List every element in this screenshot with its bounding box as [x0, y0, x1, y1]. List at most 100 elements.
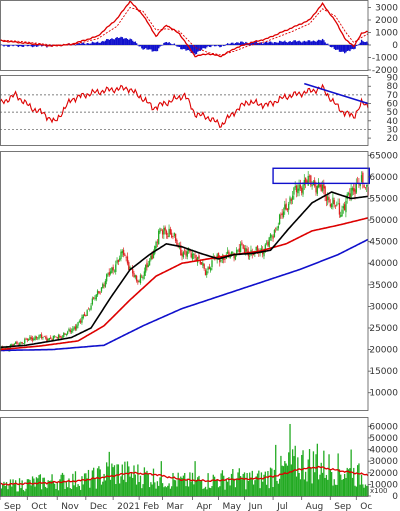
volume-bar [61, 472, 64, 496]
price-tick-label: 65000 [369, 151, 398, 161]
price-candle-body [68, 328, 70, 331]
volume-bar [203, 488, 205, 496]
price-candle-body [277, 226, 279, 229]
volume-bar [221, 470, 224, 496]
price-candle-body [286, 208, 289, 211]
macd-histogram-bar [256, 42, 259, 45]
price-candle-body [42, 337, 44, 339]
price-candle-body [280, 214, 282, 216]
price-candle-body [298, 184, 300, 191]
volume-bar [289, 423, 291, 496]
macd-histogram-bar [236, 42, 238, 45]
volume-bar [311, 483, 313, 496]
macd-histogram-bar [165, 41, 168, 45]
macd-histogram-bar [72, 44, 74, 45]
price-candle-body [320, 184, 322, 191]
volume-bar [184, 472, 186, 496]
price-candle-body [48, 337, 51, 340]
macd-histogram-bar [203, 45, 205, 49]
price-candle-body [219, 258, 221, 263]
price-candle-body [200, 262, 203, 265]
volume-bar [91, 470, 94, 496]
price-tick-label: 35000 [369, 281, 398, 291]
volume-bar [259, 488, 261, 496]
macd-histogram-bar [342, 45, 345, 52]
price-candle-body [208, 266, 211, 270]
price-candle-body [282, 211, 285, 218]
x-tick-label: 2021 [117, 502, 140, 511]
price-candle-body [12, 344, 14, 346]
volume-bar [263, 474, 265, 496]
macd-histogram-bar [302, 41, 304, 45]
macd-histogram-bar [272, 43, 274, 45]
volume-bar [119, 483, 121, 496]
macd-histogram-bar [268, 41, 270, 45]
volume-bar [275, 444, 277, 496]
macd-histogram-bar [223, 45, 225, 47]
volume-bar [152, 468, 155, 496]
price-candle-body [124, 254, 126, 256]
x-tick-label: May [222, 502, 241, 511]
volume-bar [138, 481, 140, 496]
macd-histogram-bar [182, 45, 185, 49]
price-candle-body [80, 320, 82, 323]
price-candle-body [330, 204, 333, 208]
volume-bar [359, 484, 361, 496]
volume-bar [319, 474, 321, 496]
macd-histogram-bar [80, 44, 82, 45]
volume-bar [134, 474, 136, 496]
volume-bar [306, 481, 308, 496]
volume-bar [215, 479, 217, 496]
ma200-line [0, 238, 369, 352]
rsi-tick-label: 40 [387, 117, 399, 127]
price-candle-body [142, 276, 144, 279]
macd-histogram-bar [220, 45, 222, 47]
volume-bar [364, 484, 367, 496]
price-candle-body [11, 344, 13, 346]
macd-histogram-bar [161, 45, 164, 46]
volume-bar [207, 473, 209, 496]
price-candle-body [63, 332, 65, 337]
volume-bar [20, 488, 22, 496]
volume-bar [16, 491, 18, 496]
volume-bar [156, 481, 159, 496]
volume-bar [2, 484, 4, 496]
volume-bar [198, 475, 200, 496]
macd-histogram-bar [255, 41, 257, 45]
price-candle-body [354, 189, 356, 195]
macd-histogram-bar [103, 41, 105, 45]
price-candle-body [122, 249, 125, 255]
volume-bar [288, 452, 290, 496]
volume-bar [271, 468, 273, 496]
price-candle-body [65, 333, 68, 335]
macd-histogram-bar [151, 45, 153, 52]
price-candle-body [72, 328, 74, 331]
price-candle-body [151, 253, 153, 260]
macd-histogram-bar [286, 42, 289, 45]
volume-bar [87, 469, 90, 496]
macd-histogram-bar [35, 45, 38, 47]
macd-histogram-bar [351, 45, 354, 49]
macd-histogram-bar [37, 45, 39, 47]
price-candle-body [152, 252, 155, 259]
volume-bar [226, 481, 229, 496]
macd-histogram-bar [280, 41, 282, 45]
volume-bar [193, 484, 195, 496]
macd-histogram-bar [98, 42, 100, 45]
volume-bar [239, 476, 242, 496]
resistance-highlight-box [272, 167, 371, 185]
volume-bar [315, 454, 317, 496]
volume-bar [133, 465, 135, 496]
macd-histogram-bar [330, 45, 333, 48]
volume-bar [350, 449, 352, 496]
price-candle-body [203, 264, 205, 269]
volume-bar [245, 489, 247, 496]
price-candle-body [137, 280, 139, 283]
volume-tick-label: 10000 [369, 480, 398, 490]
macd-histogram-bar [349, 45, 351, 52]
price-candle-body [70, 330, 73, 333]
macd-histogram-bar [311, 41, 313, 45]
volume-bar [182, 475, 185, 496]
macd-histogram-bar [108, 39, 111, 45]
price-candle-body [350, 187, 352, 200]
